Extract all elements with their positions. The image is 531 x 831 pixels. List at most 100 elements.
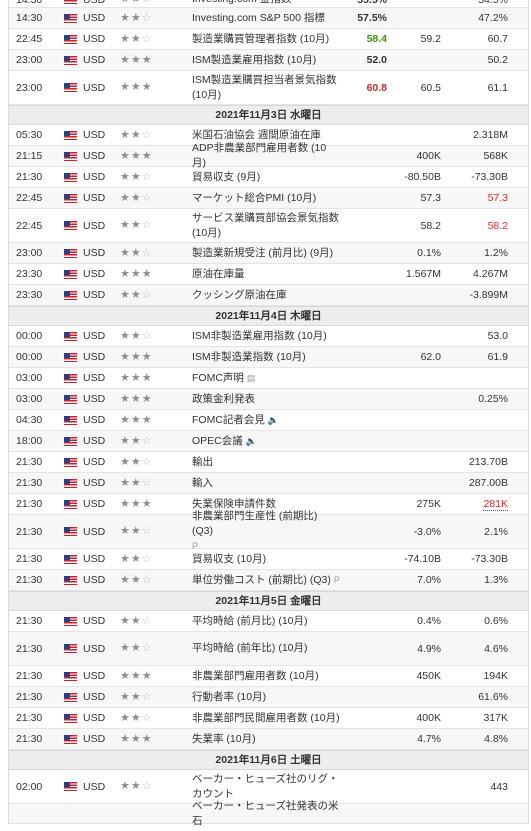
event-name[interactable]: 製造業新規受注 (前月比) (9月) bbox=[192, 244, 340, 263]
event-name-text[interactable]: 製造業購買管理者指数 (10月) bbox=[192, 32, 330, 45]
event-name[interactable]: サービス業購買部協会景気指数 (10月) bbox=[192, 209, 340, 243]
event-name-text[interactable]: 非農業部門生産性 (前期比) (Q3) bbox=[192, 510, 318, 537]
event-name[interactable]: ISM製造業購買担当者景気指数 (10月) bbox=[192, 71, 340, 105]
event-name-text[interactable]: ISM製造業雇用指数 (10月) bbox=[192, 53, 317, 66]
event-row[interactable]: 23:30 USD ★★★ 原油在庫量 1.567M 4.267M bbox=[9, 264, 528, 285]
event-name[interactable]: FOMC声明 ▤ bbox=[192, 369, 340, 388]
event-name-text[interactable]: Investing.com 金指数 bbox=[192, 0, 291, 5]
event-row[interactable]: 23:00 USD ★★★ ISM製造業雇用指数 (10月) 52.0 50.2 bbox=[9, 50, 528, 71]
event-name[interactable]: ISM非製造業雇用指数 (10月) bbox=[192, 327, 340, 346]
event-name[interactable]: 非農業部門生産性 (前期比) (Q3) P bbox=[192, 507, 340, 556]
event-name-text[interactable]: 単位労働コスト (前期比) (Q3) bbox=[192, 573, 331, 586]
event-name-text[interactable]: 原油在庫量 bbox=[192, 267, 245, 280]
event-name[interactable]: 失業保険申請件数 bbox=[192, 495, 340, 514]
event-name[interactable]: Investing.com 金指数 bbox=[192, 0, 340, 9]
event-name-text[interactable]: 平均時給 (前月比) (10月) bbox=[192, 614, 308, 627]
event-name-text[interactable]: 非農業部門雇用者数 (10月) bbox=[192, 669, 319, 682]
event-name[interactable]: 輸入 bbox=[192, 474, 340, 493]
event-name[interactable]: 行動者率 (10月) bbox=[192, 688, 340, 707]
event-name[interactable]: 平均時給 (前年比) (10月) bbox=[192, 639, 340, 658]
event-name-text[interactable]: ADP非農業部門雇用者数 (10月) bbox=[192, 142, 327, 169]
previous-value-revised[interactable]: 281K bbox=[483, 498, 508, 511]
event-row[interactable]: 18:00 USD ★★☆ OPEC会議 🔈 bbox=[9, 431, 528, 452]
event-name-text[interactable]: OPEC会議 bbox=[192, 434, 243, 447]
event-row[interactable]: 22:45 USD ★★☆ マーケット総合PMI (10月) 57.3 57.3 bbox=[9, 188, 528, 209]
event-row[interactable]: 23:30 USD ★★☆ クッシング原油在庫 -3.899M bbox=[9, 285, 528, 306]
event-row[interactable]: 00:00 USD ★★☆ ISM非製造業雇用指数 (10月) 53.0 bbox=[9, 326, 528, 347]
event-row[interactable]: 03:00 USD ★★★ FOMC声明 ▤ bbox=[9, 368, 528, 389]
event-name-text[interactable]: ベーカー・ヒューズ社のリグ・カウント bbox=[192, 772, 339, 800]
event-name-text[interactable]: 失業率 (10月) bbox=[192, 732, 256, 745]
event-name[interactable]: ベーカー・ヒューズ社のリグ・カウント bbox=[192, 770, 340, 804]
event-row[interactable]: ベーカー・ヒューズ社発表の米石 bbox=[9, 800, 528, 827]
event-name[interactable]: 貿易収支 (9月) bbox=[192, 168, 340, 187]
event-name-text[interactable]: FOMC声明 bbox=[192, 371, 244, 384]
event-name-text[interactable]: FOMC記者会見 bbox=[192, 413, 265, 426]
event-row[interactable]: 21:30 USD ★★☆ 輸出 213.70B bbox=[9, 452, 528, 473]
event-row[interactable]: 21:30 USD ★★★ 失業保険申請件数 275K 281K bbox=[9, 494, 528, 515]
event-name[interactable]: FOMC記者会見 🔈 bbox=[192, 411, 340, 430]
event-row[interactable]: 21:30 USD ★★☆ 行動者率 (10月) 61.6% bbox=[9, 687, 528, 708]
event-name[interactable]: 単位労働コスト (前期比) (Q3) P bbox=[192, 571, 340, 590]
event-row[interactable]: 23:00 USD ★★★ ISM製造業購買担当者景気指数 (10月) 60.8 60.5… bbox=[9, 71, 528, 105]
event-name[interactable]: 原油在庫量 bbox=[192, 265, 340, 284]
event-name[interactable]: マーケット総合PMI (10月) bbox=[192, 189, 340, 208]
event-name-text[interactable]: サービス業購買部協会景気指数 (10月) bbox=[192, 211, 339, 239]
event-row[interactable]: 21:15 USD ★★★ ADP非農業部門雇用者数 (10月) 400K 568K bbox=[9, 142, 528, 169]
event-row[interactable]: 21:30 USD ★★★ 非農業部門雇用者数 (10月) 450K 194K bbox=[9, 666, 528, 687]
event-row[interactable]: 21:30 USD ★★☆ 平均時給 (前年比) (10月) 4.9% 4.6% bbox=[9, 632, 528, 666]
event-name-text[interactable]: ISM非製造業指数 (10月) bbox=[192, 350, 306, 363]
event-row[interactable]: 23:00 USD ★★☆ 製造業新規受注 (前月比) (9月) 0.1% 1.2% bbox=[9, 243, 528, 264]
event-name-text[interactable]: Investing.com S&P 500 指標 bbox=[192, 11, 325, 24]
event-name[interactable]: OPEC会議 🔈 bbox=[192, 432, 340, 451]
event-name-text[interactable]: ISM非製造業雇用指数 (10月) bbox=[192, 329, 327, 342]
event-row[interactable]: 22:45 USD ★★☆ 製造業購買管理者指数 (10月) 58.4 59.2 60.7 bbox=[9, 29, 528, 50]
event-name[interactable]: 非農業部門民間雇用者数 (10月) bbox=[192, 709, 340, 728]
event-name[interactable]: 米国石油協会 週間原油在庫 bbox=[192, 126, 340, 145]
event-row[interactable]: 03:00 USD ★★★ 政策金利発表 0.25% bbox=[9, 389, 528, 410]
event-name-text[interactable]: 平均時給 (前年比) (10月) bbox=[192, 642, 308, 654]
event-row[interactable]: 22:45 USD ★★☆ サービス業購買部協会景気指数 (10月) 58.2 58.2 bbox=[9, 209, 528, 243]
event-name[interactable]: 製造業購買管理者指数 (10月) bbox=[192, 30, 340, 49]
event-row[interactable]: 21:30 USD ★★☆ 輸入 287.00B bbox=[9, 473, 528, 494]
event-name[interactable]: ISM製造業雇用指数 (10月) bbox=[192, 51, 340, 70]
event-name[interactable]: 失業率 (10月) bbox=[192, 730, 340, 749]
event-row[interactable]: 21:30 USD ★★☆ 非農業部門生産性 (前期比) (Q3) P -3.0% 2.1% bbox=[9, 510, 528, 551]
event-row[interactable]: 04:30 USD ★★★ FOMC記者会見 🔈 bbox=[9, 410, 528, 431]
event-name[interactable]: 輸出 bbox=[192, 453, 340, 472]
event-name-text[interactable]: 非農業部門民間雇用者数 (10月) bbox=[192, 711, 340, 724]
event-name-text[interactable]: 行動者率 (10月) bbox=[192, 690, 267, 703]
event-name-text[interactable]: 失業保険申請件数 bbox=[192, 497, 276, 510]
event-name-text[interactable]: 貿易収支 (10月) bbox=[192, 552, 267, 565]
event-name-text[interactable]: 輸入 bbox=[192, 476, 213, 489]
event-name[interactable]: Investing.com S&P 500 指標 bbox=[192, 9, 340, 28]
event-name-text[interactable]: クッシング原油在庫 bbox=[192, 288, 287, 301]
event-name[interactable]: クッシング原油在庫 bbox=[192, 286, 340, 305]
event-row[interactable]: 02:00 USD ★★☆ ベーカー・ヒューズ社のリグ・カウント 443 bbox=[9, 770, 528, 804]
event-name[interactable]: ISM非製造業指数 (10月) bbox=[192, 348, 340, 367]
event-name[interactable]: 非農業部門雇用者数 (10月) bbox=[192, 667, 340, 686]
event-name-text[interactable]: ベーカー・ヒューズ社発表の米石 bbox=[192, 799, 339, 827]
event-name[interactable]: 貿易収支 (10月) bbox=[192, 550, 340, 569]
event-row[interactable]: 21:30 USD ★★☆ 平均時給 (前月比) (10月) 0.4% 0.6% bbox=[9, 611, 528, 632]
event-name-text[interactable]: マーケット総合PMI (10月) bbox=[192, 191, 317, 204]
event-row[interactable]: 14:30 USD ★★☆ Investing.com S&P 500 指標 57.5%… bbox=[9, 8, 528, 29]
event-name[interactable]: 政策金利発表 bbox=[192, 390, 340, 409]
event-name-text[interactable]: 貿易収支 (9月) bbox=[192, 170, 261, 183]
event-name-text[interactable]: ISM製造業購買担当者景気指数 (10月) bbox=[192, 73, 337, 101]
event-row[interactable]: 05:30 USD ★★☆ 米国石油協会 週間原油在庫 2.318M bbox=[9, 125, 528, 146]
event-name[interactable]: ベーカー・ヒューズ社発表の米石 bbox=[192, 797, 340, 831]
event-row[interactable]: 00:00 USD ★★★ ISM非製造業指数 (10月) 62.0 61.9 bbox=[9, 347, 528, 368]
event-row[interactable]: 21:30 USD ★★★ 失業率 (10月) 4.7% 4.8% bbox=[9, 729, 528, 750]
event-name-text[interactable]: 輸出 bbox=[192, 455, 213, 468]
event-row[interactable]: 21:30 USD ★★☆ 貿易収支 (10月) -74.10B -73.30B bbox=[9, 549, 528, 570]
event-row[interactable]: 21:30 USD ★★☆ 貿易収支 (9月) -80.50B -73.30B bbox=[9, 167, 528, 188]
event-row[interactable]: 21:30 USD ★★☆ 非農業部門民間雇用者数 (10月) 400K 317K bbox=[9, 708, 528, 729]
event-row[interactable]: 21:30 USD ★★☆ 単位労働コスト (前期比) (Q3) P 7.0% 1.3% bbox=[9, 570, 528, 591]
event-name-text[interactable]: 製造業新規受注 (前月比) (9月) bbox=[192, 246, 334, 259]
event-name[interactable]: 平均時給 (前月比) (10月) bbox=[192, 612, 340, 631]
event-name[interactable]: ADP非農業部門雇用者数 (10月) bbox=[192, 139, 340, 173]
event-name-text[interactable]: 政策金利発表 bbox=[192, 392, 255, 405]
event-name-text[interactable]: 米国石油協会 週間原油在庫 bbox=[192, 128, 321, 141]
